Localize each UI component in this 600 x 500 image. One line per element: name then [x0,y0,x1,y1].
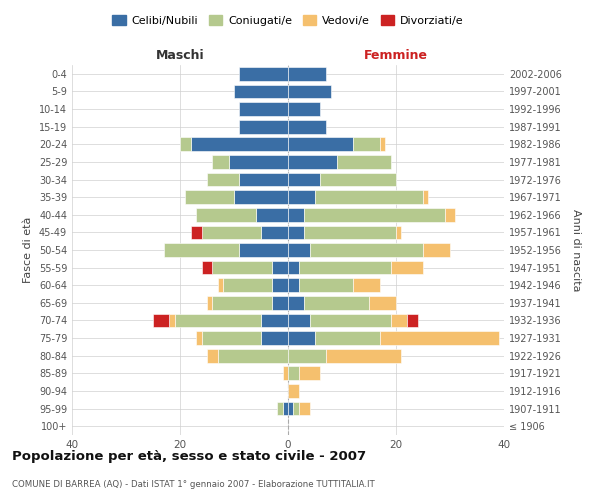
Bar [283,366,288,380]
Bar [218,278,223,292]
Bar [396,226,401,239]
Bar [288,84,331,98]
Bar [191,226,202,239]
Bar [283,402,288,415]
Bar [180,138,191,151]
Legend: Celibi/Nubili, Coniugati/e, Vedovi/e, Divorziati/e: Celibi/Nubili, Coniugati/e, Vedovi/e, Di… [108,10,468,30]
Bar [353,278,380,292]
Bar [293,402,299,415]
Bar [196,208,256,222]
Bar [288,138,353,151]
Text: Popolazione per età, sesso e stato civile - 2007: Popolazione per età, sesso e stato civil… [12,450,366,463]
Bar [423,243,450,257]
Bar [202,226,261,239]
Bar [380,138,385,151]
Bar [196,331,202,345]
Bar [380,331,499,345]
Bar [239,102,288,116]
Bar [288,331,315,345]
Bar [304,296,369,310]
Bar [391,314,407,328]
Bar [175,314,261,328]
Bar [288,402,293,415]
Bar [212,296,272,310]
Bar [234,190,288,204]
Bar [288,226,304,239]
Text: Maschi: Maschi [155,50,205,62]
Bar [288,384,299,398]
Bar [229,155,288,169]
Bar [288,278,299,292]
Bar [207,172,239,186]
Bar [272,296,288,310]
Bar [445,208,455,222]
Bar [169,314,175,328]
Bar [239,67,288,80]
Bar [299,402,310,415]
Bar [407,314,418,328]
Bar [315,190,423,204]
Bar [207,349,218,362]
Text: Femmine: Femmine [364,50,428,62]
Bar [304,208,445,222]
Bar [185,190,234,204]
Bar [239,243,288,257]
Bar [202,260,212,274]
Bar [164,243,239,257]
Bar [261,331,288,345]
Bar [288,349,326,362]
Y-axis label: Anni di nascita: Anni di nascita [571,209,581,291]
Bar [261,314,288,328]
Bar [299,278,353,292]
Bar [353,138,380,151]
Bar [310,243,423,257]
Bar [369,296,396,310]
Bar [256,208,288,222]
Bar [261,226,288,239]
Bar [299,366,320,380]
Text: COMUNE DI BARREA (AQ) - Dati ISTAT 1° gennaio 2007 - Elaborazione TUTTITALIA.IT: COMUNE DI BARREA (AQ) - Dati ISTAT 1° ge… [12,480,375,489]
Bar [277,402,283,415]
Bar [288,243,310,257]
Bar [304,226,396,239]
Bar [239,172,288,186]
Bar [288,120,326,134]
Bar [272,278,288,292]
Bar [320,172,396,186]
Bar [288,208,304,222]
Bar [218,349,288,362]
Bar [234,84,288,98]
Bar [288,67,326,80]
Bar [315,331,380,345]
Bar [326,349,401,362]
Bar [288,155,337,169]
Bar [288,102,320,116]
Bar [337,155,391,169]
Bar [423,190,428,204]
Bar [272,260,288,274]
Bar [212,155,229,169]
Bar [223,278,272,292]
Bar [288,296,304,310]
Bar [288,190,315,204]
Bar [202,331,261,345]
Bar [288,366,299,380]
Bar [391,260,423,274]
Bar [207,296,212,310]
Bar [310,314,391,328]
Bar [288,172,320,186]
Bar [212,260,272,274]
Bar [299,260,391,274]
Bar [191,138,288,151]
Bar [288,314,310,328]
Bar [239,120,288,134]
Bar [153,314,169,328]
Bar [288,260,299,274]
Y-axis label: Fasce di età: Fasce di età [23,217,33,283]
